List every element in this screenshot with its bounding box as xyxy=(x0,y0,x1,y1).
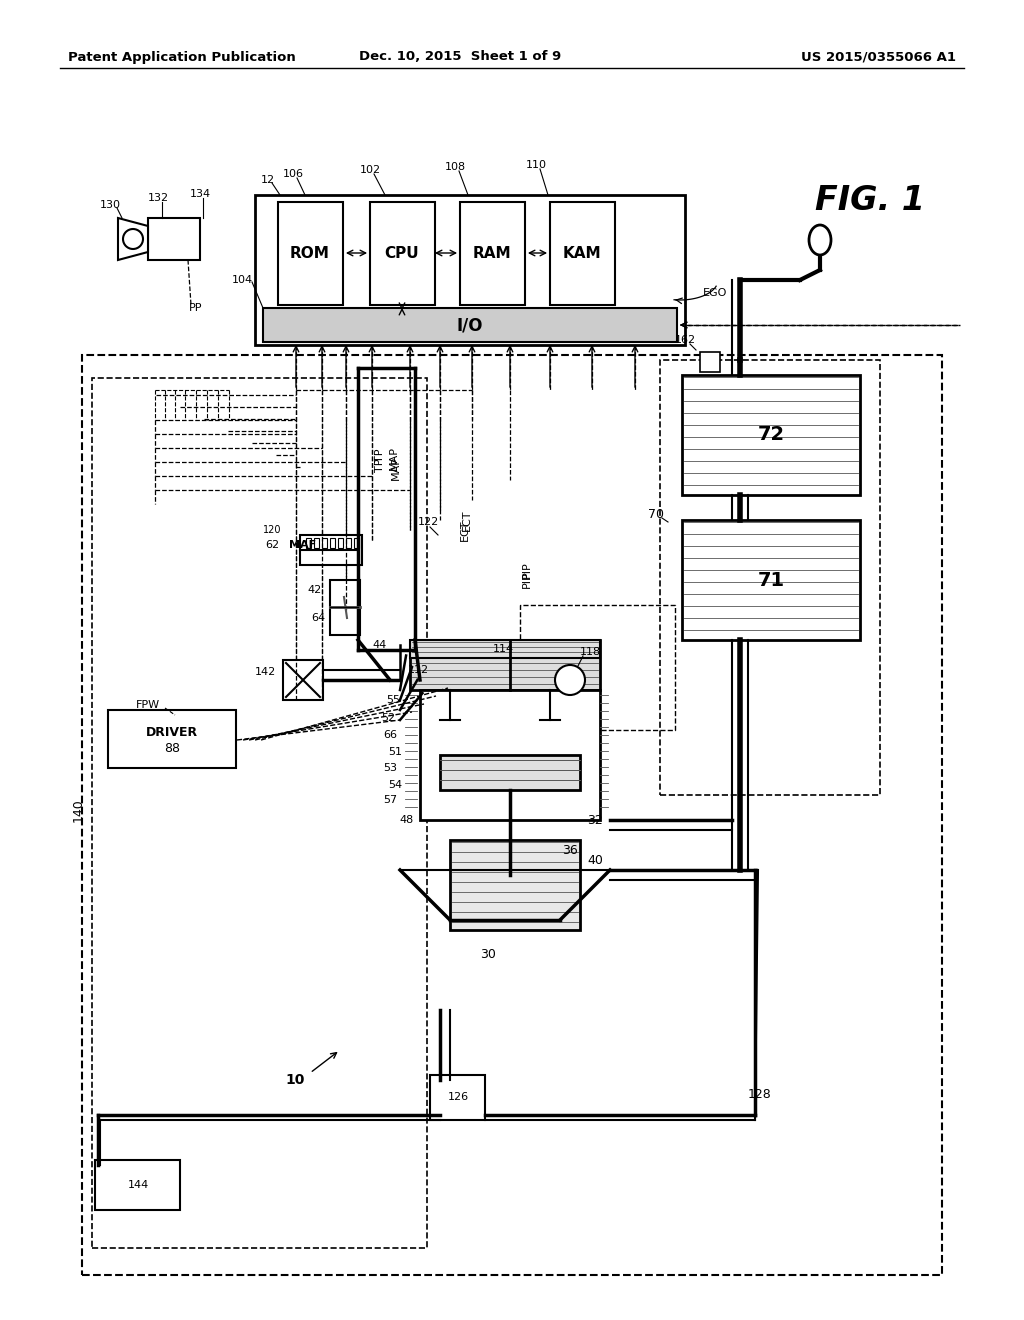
Bar xyxy=(108,710,236,768)
Text: 112: 112 xyxy=(408,665,429,675)
Text: 64: 64 xyxy=(311,612,325,623)
Bar xyxy=(255,195,685,345)
Text: 108: 108 xyxy=(444,162,466,172)
Text: 12: 12 xyxy=(261,176,275,185)
Bar xyxy=(330,539,335,548)
Text: 36: 36 xyxy=(562,843,578,857)
Text: 57: 57 xyxy=(383,795,397,805)
Text: TP: TP xyxy=(375,449,385,462)
Ellipse shape xyxy=(809,224,831,255)
Text: 66: 66 xyxy=(383,730,397,741)
Text: 128: 128 xyxy=(749,1089,772,1101)
Bar xyxy=(682,375,860,495)
Text: 142: 142 xyxy=(254,667,275,677)
Text: 102: 102 xyxy=(359,165,381,176)
Bar xyxy=(410,640,600,690)
Text: 48: 48 xyxy=(400,814,414,825)
Text: 106: 106 xyxy=(283,169,303,180)
Text: 118: 118 xyxy=(580,647,600,657)
Text: 55: 55 xyxy=(386,696,400,705)
Bar xyxy=(410,640,600,657)
Text: ECT: ECT xyxy=(462,510,472,531)
Text: 134: 134 xyxy=(189,189,211,199)
Bar xyxy=(420,690,600,820)
Bar xyxy=(148,218,200,260)
Bar xyxy=(550,202,615,305)
Bar xyxy=(338,539,343,548)
Text: MAF: MAF xyxy=(290,540,316,550)
Bar xyxy=(95,1160,180,1210)
Bar xyxy=(283,660,323,700)
Bar xyxy=(300,535,362,565)
Text: 62: 62 xyxy=(265,540,280,550)
Bar xyxy=(346,539,351,548)
Bar xyxy=(306,539,311,548)
Text: 51: 51 xyxy=(388,747,402,756)
Bar xyxy=(440,755,580,789)
Bar xyxy=(430,1074,485,1119)
Text: 144: 144 xyxy=(127,1180,148,1191)
Text: 54: 54 xyxy=(388,780,402,789)
Text: TP: TP xyxy=(375,458,385,471)
Text: 120: 120 xyxy=(263,525,282,535)
Text: US 2015/0355066 A1: US 2015/0355066 A1 xyxy=(801,50,956,63)
Bar xyxy=(700,352,720,372)
Text: 132: 132 xyxy=(147,193,169,203)
Text: 130: 130 xyxy=(99,201,121,210)
Text: 70: 70 xyxy=(648,508,664,521)
Bar xyxy=(660,360,880,795)
Text: 122: 122 xyxy=(418,517,438,527)
Bar xyxy=(520,605,675,730)
Text: FPW: FPW xyxy=(136,700,160,710)
Text: EGO: EGO xyxy=(702,288,727,298)
Text: 126: 126 xyxy=(447,1092,469,1102)
Text: 44: 44 xyxy=(373,640,387,649)
Text: Dec. 10, 2015  Sheet 1 of 9: Dec. 10, 2015 Sheet 1 of 9 xyxy=(358,50,561,63)
Polygon shape xyxy=(118,218,148,260)
Text: RAM: RAM xyxy=(473,246,511,260)
Text: DRIVER: DRIVER xyxy=(146,726,198,739)
Bar xyxy=(278,202,343,305)
Bar xyxy=(354,539,359,548)
Text: ROM: ROM xyxy=(290,246,330,260)
Text: PIP: PIP xyxy=(522,561,532,578)
Text: CPU: CPU xyxy=(385,246,419,260)
Bar xyxy=(460,202,525,305)
Text: Patent Application Publication: Patent Application Publication xyxy=(68,50,296,63)
Text: PIP: PIP xyxy=(522,572,532,589)
Text: 110: 110 xyxy=(525,160,547,170)
Ellipse shape xyxy=(123,228,143,249)
Text: I/O: I/O xyxy=(457,315,483,334)
Text: 32: 32 xyxy=(587,813,603,826)
Text: 53: 53 xyxy=(383,763,397,774)
Text: PP: PP xyxy=(189,304,203,313)
Bar xyxy=(370,202,435,305)
Text: 114: 114 xyxy=(493,644,514,653)
Text: MAP: MAP xyxy=(389,446,399,470)
Bar xyxy=(92,378,427,1247)
Text: 52: 52 xyxy=(381,713,395,723)
Text: 140: 140 xyxy=(72,799,85,822)
Text: 162: 162 xyxy=(675,335,695,345)
Text: 71: 71 xyxy=(758,570,784,590)
Text: 30: 30 xyxy=(480,949,496,961)
Text: KAM: KAM xyxy=(562,246,601,260)
Text: 40: 40 xyxy=(587,854,603,866)
Ellipse shape xyxy=(555,665,585,696)
Bar xyxy=(314,539,319,548)
Text: ECT: ECT xyxy=(460,519,470,541)
Text: FIG. 1: FIG. 1 xyxy=(815,183,925,216)
Bar xyxy=(330,579,360,635)
Text: 10: 10 xyxy=(286,1073,305,1086)
Text: 88: 88 xyxy=(164,742,180,755)
Bar xyxy=(322,539,327,548)
Bar xyxy=(682,520,860,640)
Bar xyxy=(263,308,677,342)
Text: 72: 72 xyxy=(758,425,784,445)
Text: 104: 104 xyxy=(231,275,253,285)
Bar xyxy=(450,840,580,931)
Text: 42: 42 xyxy=(308,585,323,595)
Bar xyxy=(82,355,942,1275)
Text: MAP: MAP xyxy=(391,455,401,480)
